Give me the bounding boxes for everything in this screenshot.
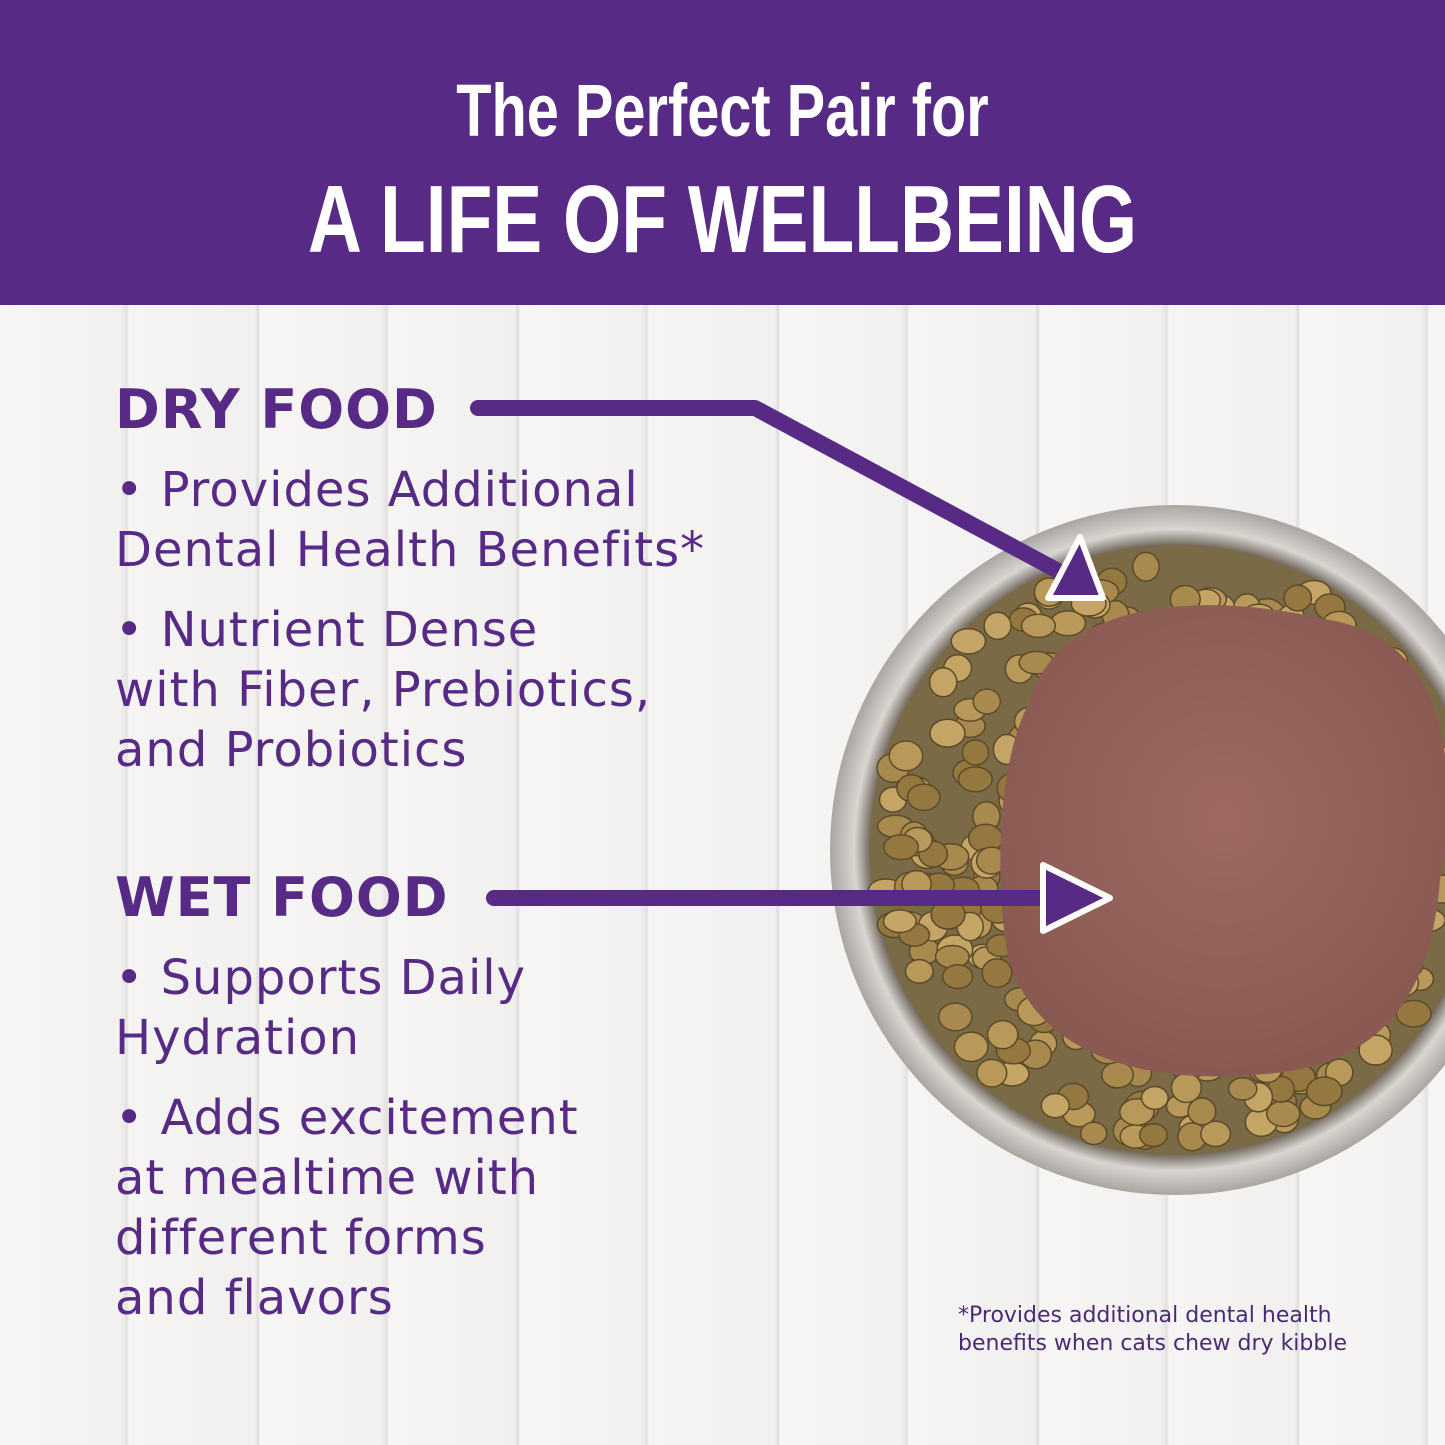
kibble-piece — [928, 667, 958, 698]
dry-arrow-head — [1045, 534, 1106, 601]
header-title-line2: A LIFE OF WELLBEING — [307, 166, 1138, 273]
kibble-piece — [953, 1031, 989, 1063]
kibble-piece — [882, 909, 917, 934]
kibble-piece — [941, 963, 974, 990]
kibble-piece — [1187, 1097, 1217, 1126]
kibble-piece — [937, 1002, 973, 1032]
wet-benefit-line: and flavors — [115, 1270, 394, 1326]
kibble-piece — [1170, 1072, 1203, 1104]
kibble-piece — [1138, 1122, 1169, 1148]
kibble-piece — [986, 1019, 1019, 1050]
footnote-line: benefits when cats chew dry kibble — [958, 1331, 1347, 1356]
wet-pate — [1000, 605, 1445, 1077]
dry-food-arrow — [470, 400, 1068, 580]
kibble-piece — [1020, 613, 1057, 639]
kibble-piece — [1140, 1085, 1169, 1111]
kibble-piece — [976, 1058, 1008, 1088]
kibble-piece — [1305, 1076, 1343, 1107]
kibble-piece — [904, 958, 934, 984]
dry-benefit-line: with Fiber, Prebiotics, — [115, 662, 652, 718]
wet-benefit-line: Hydration — [115, 1010, 361, 1066]
footnote: *Provides additional dental health benef… — [958, 1302, 1347, 1358]
wet-benefit-line: • Supports Daily — [115, 950, 527, 1006]
header-banner: The Perfect Pair for A LIFE OF WELLBEING — [0, 0, 1445, 305]
wet-food-heading: WET FOOD — [115, 866, 449, 929]
kibble-piece — [961, 739, 990, 766]
dry-benefit-line: • Provides Additional — [115, 462, 639, 518]
kibble-piece — [883, 834, 920, 861]
wet-benefit-line: at mealtime with — [115, 1150, 540, 1206]
kibble-piece — [1227, 1077, 1258, 1101]
kibble-piece — [1265, 1100, 1301, 1128]
kibble-piece — [1283, 584, 1313, 612]
dry-food-heading: DRY FOOD — [115, 378, 438, 441]
kibble-piece — [888, 740, 924, 772]
kibble-piece — [983, 611, 1012, 641]
header-title-line1: The Perfect Pair for — [456, 69, 989, 152]
kibble-piece — [1395, 999, 1432, 1028]
kibble-piece — [950, 627, 987, 655]
kibble-piece — [957, 766, 993, 793]
kibble-piece — [1358, 1034, 1393, 1066]
footnote-line: *Provides additional dental health — [958, 1303, 1332, 1328]
wet-arrow-head — [1040, 862, 1113, 934]
dry-benefit-line: Dental Health Benefits* — [115, 522, 706, 578]
kibble-piece — [906, 783, 941, 812]
kibble-piece — [1101, 1061, 1135, 1089]
kibble-piece — [1132, 551, 1160, 582]
kibble-piece — [1200, 1120, 1232, 1148]
kibble-piece — [1079, 1121, 1108, 1146]
kibble-piece — [1040, 1092, 1070, 1119]
dry-benefit-line: and Probiotics — [115, 722, 468, 778]
wet-benefit-line: different forms — [115, 1210, 487, 1266]
kibble-piece — [981, 957, 1013, 989]
wet-benefit-line: • Adds excitement — [115, 1090, 579, 1146]
kibble-piece — [972, 688, 1002, 715]
kibble-piece — [929, 718, 966, 748]
dry-benefit-line: • Nutrient Dense — [115, 602, 539, 658]
